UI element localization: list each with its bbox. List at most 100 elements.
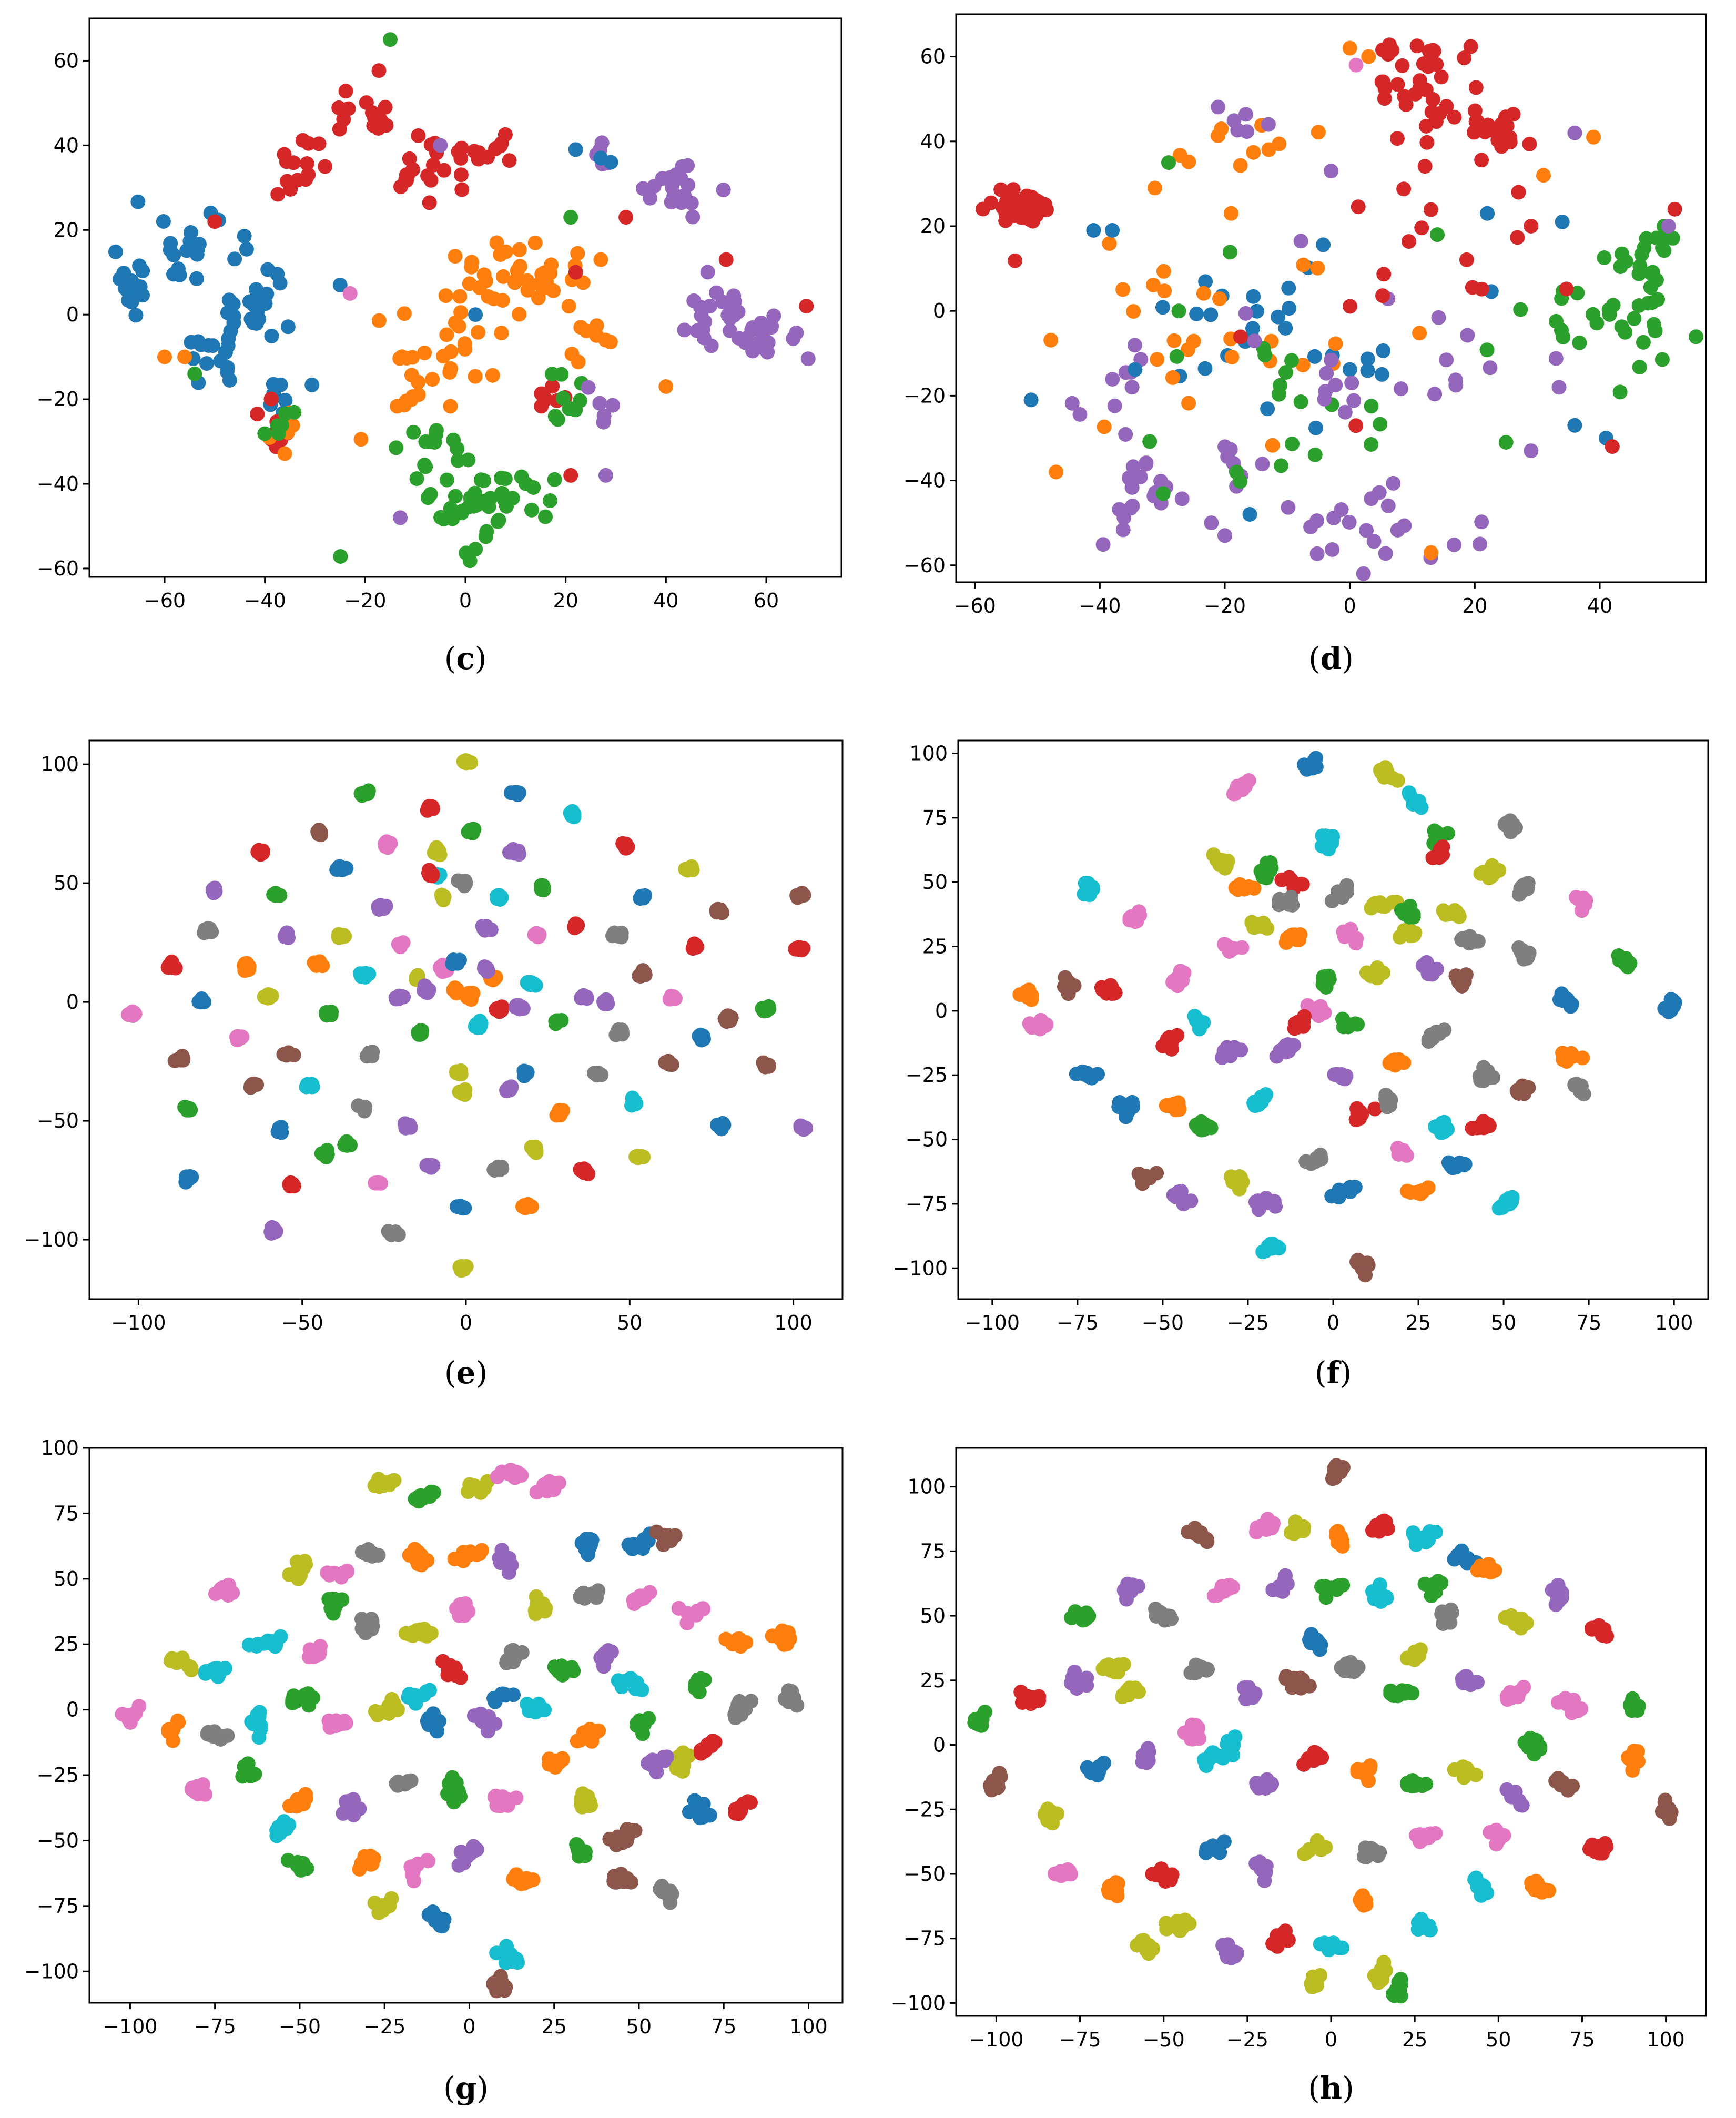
data-point	[1189, 1011, 1204, 1026]
data-point	[124, 273, 139, 288]
data-point	[1327, 1067, 1342, 1082]
plot-frame	[955, 13, 1707, 583]
data-point	[1181, 396, 1196, 411]
data-point	[1153, 474, 1169, 489]
data-point	[1636, 335, 1651, 350]
data-point	[552, 1103, 567, 1118]
data-point	[1630, 1744, 1646, 1759]
data-point	[1196, 286, 1211, 301]
data-point	[456, 754, 471, 769]
data-point	[1227, 1729, 1243, 1745]
data-point	[1448, 968, 1464, 984]
data-point	[593, 252, 608, 267]
data-point	[336, 928, 351, 943]
data-point	[1524, 443, 1539, 459]
data-point	[1394, 381, 1408, 397]
data-point	[1378, 546, 1393, 561]
data-point	[1502, 135, 1518, 150]
data-point	[677, 322, 692, 338]
data-point	[1474, 1558, 1489, 1574]
data-point	[597, 1646, 613, 1660]
data-point	[543, 266, 558, 281]
data-point	[1145, 1867, 1160, 1882]
data-point	[1468, 80, 1484, 95]
data-point	[502, 153, 517, 168]
data-point	[1079, 876, 1094, 891]
data-point	[1567, 418, 1582, 433]
data-point	[1309, 513, 1325, 529]
x-tick-label: 25	[1406, 1311, 1431, 1334]
data-point	[1401, 1775, 1416, 1790]
data-point	[299, 1079, 314, 1095]
data-point	[1147, 180, 1162, 196]
data-point	[1238, 107, 1253, 122]
data-point	[462, 553, 478, 569]
data-point	[637, 965, 652, 980]
data-point	[1204, 515, 1219, 531]
y-tick-label: 75	[54, 1502, 79, 1525]
x-tick-label: 50	[1486, 2028, 1511, 2051]
data-point	[420, 1853, 435, 1868]
data-point	[272, 276, 288, 291]
x-tick-label: 50	[617, 1311, 642, 1334]
data-point	[1329, 1528, 1344, 1544]
data-point	[391, 988, 407, 1004]
data-point	[658, 1055, 673, 1070]
data-point	[1155, 486, 1171, 501]
data-point	[1142, 434, 1158, 449]
data-point	[1428, 114, 1444, 129]
data-point	[506, 1871, 521, 1887]
data-point	[1346, 393, 1362, 408]
data-point	[424, 799, 440, 814]
data-point	[378, 99, 393, 115]
data-point	[1185, 1525, 1200, 1540]
data-point	[166, 248, 181, 262]
data-point	[298, 1787, 313, 1802]
data-point	[1256, 915, 1271, 930]
y-tick-label: 75	[920, 1539, 946, 1563]
data-point	[1023, 392, 1039, 408]
data-point	[1064, 396, 1080, 411]
data-point	[320, 1565, 335, 1580]
x-tick-label: −25	[1227, 1311, 1269, 1334]
data-point	[520, 975, 535, 990]
data-point	[1307, 349, 1322, 364]
data-point	[1639, 231, 1654, 246]
data-point	[569, 1837, 584, 1852]
data-point	[1265, 438, 1280, 453]
data-point	[445, 1770, 460, 1785]
x-tick-label: 50	[1491, 1311, 1516, 1334]
data-point	[1362, 1759, 1377, 1774]
x-tick-label: −50	[1143, 2028, 1185, 2051]
data-point	[258, 296, 273, 311]
panel-caption: (c)	[444, 641, 487, 676]
data-point	[1646, 317, 1661, 332]
y-tick-label: 0	[66, 1698, 79, 1721]
data-point	[1632, 360, 1647, 375]
y-tick-label: −40	[903, 469, 946, 492]
data-point	[561, 299, 576, 314]
data-point	[1314, 1151, 1329, 1167]
data-point	[1281, 500, 1296, 515]
data-point	[372, 1175, 388, 1191]
y-tick-label: 25	[922, 935, 948, 958]
y-tick-label: 40	[920, 130, 946, 153]
data-point	[1643, 280, 1658, 295]
data-point	[686, 293, 702, 308]
x-tick-label: −75	[194, 2015, 236, 2038]
data-point	[530, 1596, 545, 1612]
data-point	[655, 171, 670, 186]
data-point	[1339, 925, 1354, 940]
data-point	[1265, 1237, 1281, 1252]
data-point	[1125, 1095, 1140, 1110]
data-point	[1186, 333, 1201, 349]
data-point	[625, 1090, 640, 1106]
data-point	[574, 990, 588, 1006]
data-point	[451, 873, 466, 888]
data-point	[703, 298, 717, 313]
data-point	[1366, 534, 1382, 549]
chart-h: −100 −75 −50 −25 0 25 50 75 100 −100 −75 −50 −25 0 25 5…	[891, 1447, 1707, 2106]
data-point	[520, 282, 535, 298]
y-tick-label: 0	[935, 999, 948, 1022]
data-point	[1522, 136, 1537, 151]
